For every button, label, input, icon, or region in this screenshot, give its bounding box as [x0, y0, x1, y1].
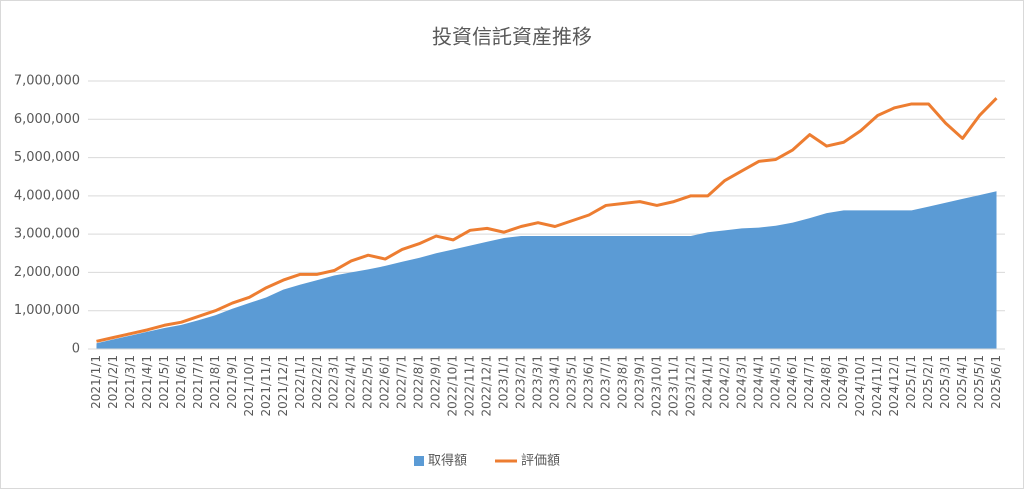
x-tick-label: 2022/12/1: [480, 355, 494, 417]
x-tick-label: 2021/9/1: [225, 355, 239, 409]
legend-swatch: [414, 456, 424, 466]
y-tick-label: 1,000,000: [14, 303, 80, 318]
x-tick-label: 2022/1/1: [293, 355, 307, 409]
y-tick-label: 5,000,000: [14, 150, 80, 165]
x-tick-label: 2024/8/1: [819, 355, 833, 409]
x-tick-label: 2023/9/1: [632, 355, 646, 409]
x-tick-label: 2022/11/1: [463, 355, 477, 417]
x-tick-label: 2021/5/1: [157, 355, 171, 409]
x-tick-label: 2023/8/1: [615, 355, 629, 409]
x-tick-label: 2022/2/1: [310, 355, 324, 409]
x-tick-label: 2021/7/1: [191, 355, 205, 409]
y-tick-label: 2,000,000: [14, 265, 80, 280]
area: [96, 191, 997, 349]
x-tick-label: 2025/2/1: [921, 355, 935, 409]
x-tick-label: 2024/9/1: [836, 355, 850, 409]
x-tick-label: 2022/5/1: [361, 355, 375, 409]
x-tick-label: 2022/10/1: [446, 355, 460, 417]
x-tick-label: 2023/1/1: [497, 355, 511, 409]
y-tick-label: 3,000,000: [14, 227, 80, 242]
y-tick-label: 6,000,000: [14, 112, 80, 127]
x-tick-label: 2024/4/1: [751, 355, 765, 409]
x-tick-label: 2024/11/1: [870, 355, 884, 417]
x-tick-label: 2024/3/1: [734, 355, 748, 409]
chart-title: 投資信託資産推移: [432, 25, 592, 49]
x-tick-label: 2023/12/1: [683, 355, 697, 417]
x-tick-label: 2023/5/1: [564, 355, 578, 409]
x-tick-label: 2024/12/1: [887, 355, 901, 417]
x-tick-label: 2025/4/1: [955, 355, 969, 409]
x-tick-label: 2021/4/1: [140, 355, 154, 409]
x-tick-label: 2024/7/1: [802, 355, 816, 409]
x-tick-label: 2021/3/1: [123, 355, 137, 409]
x-tick-label: 2023/3/1: [531, 355, 545, 409]
x-tick-label: 2021/8/1: [208, 355, 222, 409]
x-tick-label: 2024/6/1: [785, 355, 799, 409]
x-tick-label: 2024/1/1: [700, 355, 714, 409]
x-tick-label: 2021/2/1: [106, 355, 120, 409]
line: [96, 97, 998, 343]
x-tick-label: 2021/12/1: [276, 355, 290, 417]
x-tick-label: 2025/5/1: [972, 355, 986, 409]
x-tick-label: 2023/4/1: [547, 355, 561, 409]
x-tick-label: 2021/10/1: [242, 355, 256, 417]
x-tick-label: 2023/2/1: [514, 355, 528, 409]
x-tick-label: 2024/2/1: [717, 355, 731, 409]
x-tick-label: 2023/11/1: [666, 355, 680, 417]
x-tick-label: 2023/6/1: [581, 355, 595, 409]
legend-label: 評価額: [521, 454, 560, 469]
y-tick-label: 7,000,000: [14, 74, 80, 89]
x-tick-label: 2022/4/1: [344, 355, 358, 409]
x-tick-label: 2021/11/1: [259, 355, 273, 417]
y-tick-label: 0: [72, 342, 80, 357]
x-tick-label: 2022/8/1: [412, 355, 426, 409]
y-tick-label: 4,000,000: [14, 188, 80, 203]
legend-label: 取得額: [428, 453, 467, 469]
x-tick-label: 2022/9/1: [429, 355, 443, 409]
x-tick-label: 2025/1/1: [904, 355, 918, 409]
x-tick-label: 2024/5/1: [768, 355, 782, 409]
x-tick-label: 2025/6/1: [989, 355, 1003, 409]
x-tick-label: 2025/3/1: [938, 355, 952, 409]
x-tick-label: 2022/7/1: [395, 355, 409, 409]
x-tick-label: 2021/1/1: [89, 355, 103, 409]
x-tick-label: 2022/3/1: [327, 355, 341, 409]
x-tick-label: 2021/6/1: [174, 355, 188, 409]
x-tick-label: 2022/6/1: [378, 355, 392, 409]
x-tick-label: 2023/10/1: [649, 355, 663, 417]
x-tick-label: 2023/7/1: [598, 355, 612, 409]
x-tick-label: 2024/10/1: [853, 355, 867, 417]
